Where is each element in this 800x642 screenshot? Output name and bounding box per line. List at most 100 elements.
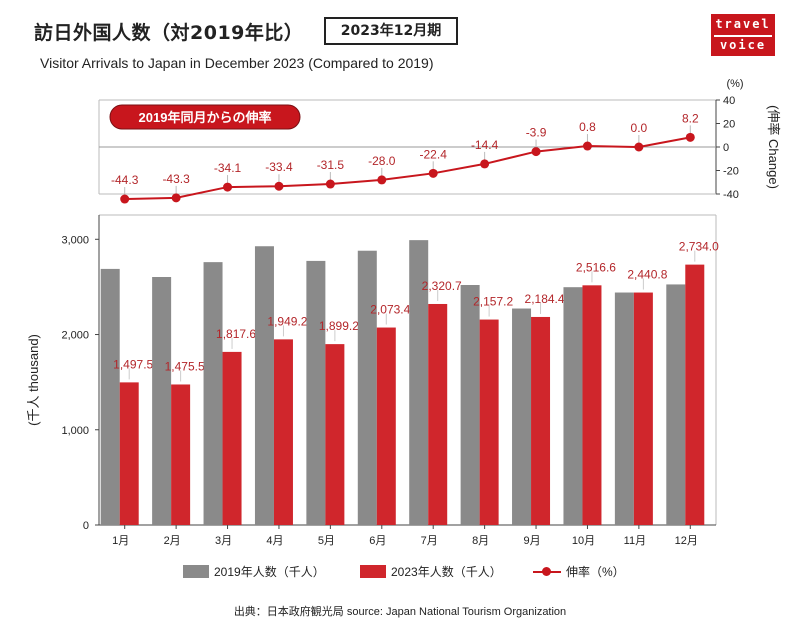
line-axis-tick-label: 40 [723,95,735,107]
x-axis-tick-label: 2月 [164,535,181,547]
growth-data-label: -3.9 [526,126,547,140]
growth-data-label: 0.0 [631,121,648,135]
logo-line2: voice [719,38,767,52]
growth-data-label: -22.4 [420,147,448,161]
bar-2023 [479,319,499,525]
bar-axis-title: (千人 thousand) [26,334,41,426]
growth-point [428,168,438,178]
bar-2019 [409,240,429,525]
bar-2023 [531,316,551,525]
growth-point [325,179,335,189]
bar-axis-tick-label: 1,000 [61,425,89,437]
bar-2023 [582,285,602,525]
legend-2023: 2023年人数（千人） [360,563,502,580]
brand-logo: travel voice [711,14,775,56]
bar-2019 [563,287,583,525]
x-axis-tick-label: 12月 [675,535,698,547]
bar-axis-tick-label: 3,000 [61,234,89,246]
bar-2023-data-label: 2,734.0 [679,240,719,254]
bar-axis-tick-label: 0 [83,520,89,532]
bar-2019 [152,277,172,525]
bar-2023-data-label: 1,475.5 [165,359,205,373]
growth-data-label: -28.0 [368,154,396,168]
x-axis-tick-label: 10月 [572,535,595,547]
line-axis-unit: (%) [726,78,743,90]
logo-line1: travel [715,17,771,31]
x-axis-tick-label: 7月 [421,535,438,547]
bar-2023-data-label: 2,157.2 [473,295,513,309]
legend-2019: 2019年人数（千人） [183,563,325,580]
bar-2023-data-label: 1,817.6 [216,327,256,341]
bar-2019 [666,284,686,525]
bar-2023 [171,384,191,525]
growth-point [377,175,387,185]
chart-title: 訪日外国人数（対2019年比） [34,22,304,44]
legend-line-icon [533,565,561,578]
growth-point [480,159,490,169]
growth-data-label: -43.3 [162,172,190,186]
bar-2023-data-label: 2,320.7 [422,279,462,293]
bar-2019 [203,262,223,525]
growth-point [634,142,644,152]
x-axis-tick-label: 9月 [523,535,540,547]
bar-2023 [222,351,242,525]
bar-2023-data-label: 1,949.2 [267,314,307,328]
bar-2023 [633,292,653,525]
line-axis-tick-label: 20 [723,119,735,131]
x-axis-tick-label: 3月 [215,535,232,547]
bar-2023 [325,344,345,525]
chart-subtitle: Visitor Arrivals to Japan in December 20… [40,55,434,71]
growth-point [531,147,541,157]
growth-data-label: -14.4 [471,138,499,152]
bar-2023-data-label: 2,440.8 [627,268,667,282]
bar-2023-data-label: 2,184.4 [525,292,565,306]
bar-2023 [685,264,705,525]
bar-2023 [376,327,396,525]
line-axis-title: (伸率 Change) [766,105,781,189]
growth-point [223,182,233,192]
bar-2019 [460,285,480,525]
legend-label-2019: 2019年人数（千人） [214,565,325,579]
x-axis-tick-label: 1月 [112,535,129,547]
growth-data-label: -44.3 [111,173,139,187]
legend-swatch-2019 [183,565,209,578]
growth-data-label: -34.1 [214,161,242,175]
bar-2019 [512,308,532,525]
bar-2023 [119,382,139,525]
legend-label-2023: 2023年人数（千人） [391,565,502,579]
growth-data-label: -33.4 [265,160,293,174]
growth-data-label: 8.2 [682,111,699,125]
bar-2019 [254,246,274,525]
bar-2023-data-label: 2,516.6 [576,260,616,274]
bar-2023-data-label: 1,899.2 [319,319,359,333]
source-note: 出典：日本政府観光局 source: Japan National Touris… [233,606,567,618]
bar-2023 [428,303,448,525]
x-axis-tick-label: 8月 [472,535,489,547]
line-axis-tick-label: 0 [723,142,729,154]
bar-2019 [357,250,377,525]
bar-2023-data-label: 1,497.5 [113,357,153,371]
bar-2023 [273,339,293,525]
growth-point [274,181,284,191]
bar-axis-tick-label: 2,000 [61,330,89,342]
growth-badge-label: 2019年同月からの伸率 [139,110,272,125]
growth-badge [109,104,301,130]
bar-2023-data-label: 2,073.4 [370,303,410,317]
bar-2019 [614,292,634,525]
x-axis-tick-label: 11月 [624,535,646,547]
growth-data-label: -31.5 [317,158,345,172]
legend-growth: 伸率（%） [533,563,625,580]
logo-divider [714,35,772,37]
growth-point [582,141,592,151]
legend-label-growth: 伸率（%） [566,565,625,579]
bar-2019 [100,268,120,525]
period-label: 2023年12月期 [324,17,458,45]
growth-point [171,193,181,203]
x-axis-tick-label: 5月 [318,535,335,547]
x-axis-tick-label: 6月 [369,535,386,547]
line-axis-tick-label: -40 [723,189,739,201]
growth-point [120,194,130,204]
growth-data-label: 0.8 [579,120,596,134]
line-axis-tick-label: -20 [723,166,739,178]
